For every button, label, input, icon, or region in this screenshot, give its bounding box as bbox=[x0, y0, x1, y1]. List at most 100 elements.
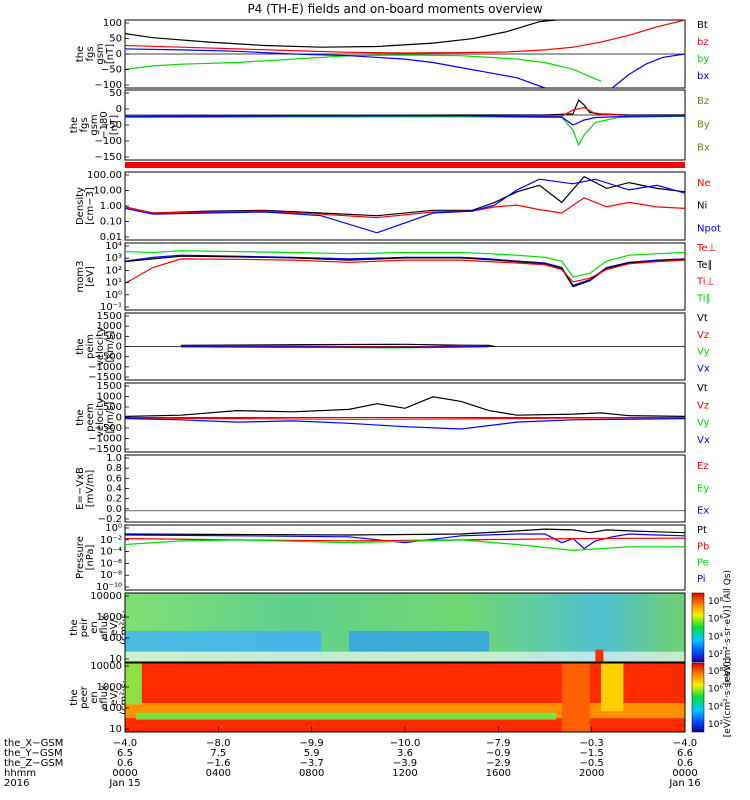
series-te bbox=[124, 254, 686, 287]
panel-1: thefgsgsm[nT] 100 50 0 −50 −100 Bt bz by bx bbox=[75, 18, 709, 91]
xaxis-row-label: the_Y−GSM bbox=[4, 748, 63, 759]
ytick-label: 10⁰ bbox=[105, 290, 122, 301]
ytick-label: 0 bbox=[116, 413, 122, 424]
ytick-label: −50 bbox=[101, 65, 122, 76]
series-pe bbox=[124, 539, 685, 552]
figure-title: P4 (TH-E) fields and on-board moments ov… bbox=[247, 2, 542, 16]
xaxis-row-label: hhmm bbox=[4, 768, 36, 779]
ytick-label: 10³ bbox=[105, 253, 122, 264]
ylabel-line: [mV/m] bbox=[85, 470, 96, 508]
ytick-label: 10000 bbox=[90, 661, 122, 672]
panel-3: Density[cm−3] 100.00 10.00 1.00 0.10 0.01 Ne Ni… bbox=[75, 170, 721, 243]
panel-ylabel: thefgsgsm[nT] bbox=[75, 43, 116, 64]
ytick-label: 0.6 bbox=[106, 473, 122, 484]
ylabel-line: peem bbox=[85, 403, 96, 431]
heatmap-band bbox=[136, 712, 557, 720]
legend-entry: Vx bbox=[697, 435, 710, 446]
series-pt bbox=[124, 528, 686, 536]
ylabel-line: en bbox=[89, 691, 100, 704]
legend-entry: Vz bbox=[697, 330, 709, 341]
xaxis-value: 0000 bbox=[672, 768, 697, 779]
legend-entry: Vt bbox=[697, 383, 708, 394]
legend-entry: Ni bbox=[697, 201, 707, 212]
panel-9: thepeirenefluxeV/(cm²·s·sr·eV)10⁸10⁶10⁴1… bbox=[69, 570, 733, 685]
panel-ylabel: thepeemvelocity[km/s] bbox=[75, 398, 116, 437]
ylabel-line: Pressure bbox=[75, 536, 86, 579]
ytick-label: 0.0 bbox=[106, 504, 122, 515]
xaxis-value: 6.5 bbox=[117, 748, 133, 759]
ytick-label: 1.00 bbox=[100, 201, 122, 212]
series-vz bbox=[124, 417, 686, 420]
xaxis-value: 0.6 bbox=[677, 758, 693, 769]
ylabel-line: the bbox=[75, 409, 86, 425]
legend-entry: Ne bbox=[697, 178, 711, 189]
ylabel-line: peer bbox=[79, 685, 90, 709]
panel-7: E=−VxB[mV/m] 1.00.80.60.40.20.0−0.2 Ez Ey Ex bbox=[75, 453, 709, 525]
series-vt bbox=[180, 343, 495, 348]
xaxis-value: −2.9 bbox=[486, 758, 510, 769]
colorbar-tick: 10⁸ bbox=[708, 667, 723, 677]
ylabel-line: eflux bbox=[99, 615, 110, 640]
xaxis-value: −3.9 bbox=[393, 758, 417, 769]
xaxis-value: Jan 15 bbox=[108, 778, 140, 789]
legend-entry: Vz bbox=[697, 400, 709, 411]
panel-2: thefgsgsm−180[nT] 50 0 −50 −100 −150 Bz By Bx bbox=[69, 88, 710, 163]
xaxis-value: 0.6 bbox=[117, 758, 133, 769]
ylabel-line: gsm bbox=[89, 114, 100, 135]
legend-entry: bz bbox=[697, 37, 709, 48]
xaxis-value: −1.5 bbox=[580, 748, 604, 759]
xaxis-value: 0800 bbox=[299, 768, 324, 779]
xaxis-value: 7.5 bbox=[210, 748, 226, 759]
legend-entry: Npot bbox=[697, 223, 721, 234]
colorbar-label: [eV/(cm²·s·sr·eV)] bbox=[723, 658, 733, 737]
xaxis-value: 1600 bbox=[486, 768, 511, 779]
ytick-label: 50 bbox=[109, 88, 122, 99]
ytick-label: −1500 bbox=[88, 372, 122, 383]
series-bt bbox=[124, 19, 557, 48]
panel-10: thepeerenefluxeV/(cm²·s·sr·eV)10⁸10⁶10⁴1… bbox=[69, 658, 733, 737]
legend-entry: bx bbox=[697, 71, 709, 82]
xaxis-value: 0000 bbox=[112, 768, 137, 779]
xaxis-value: −0.3 bbox=[580, 738, 604, 749]
ytick-label: 500 bbox=[103, 331, 122, 342]
panel-frame bbox=[124, 171, 686, 241]
colorbar-tick: 10⁶ bbox=[708, 685, 723, 695]
heatmap-band bbox=[561, 663, 590, 732]
ytick-label: 10⁻¹⁰ bbox=[96, 582, 122, 593]
ytick-label: 100 bbox=[103, 633, 122, 644]
panel-ylabel: mom3[eV] bbox=[75, 261, 96, 293]
ytick-label: 10.00 bbox=[93, 186, 122, 197]
ylabel-line: the bbox=[75, 338, 86, 354]
colorbar-tick: 10⁴ bbox=[708, 632, 723, 642]
xaxis-value: −3.7 bbox=[300, 758, 324, 769]
ylabel-line: [nPa] bbox=[85, 544, 96, 570]
ylabel-line: velocity bbox=[95, 398, 106, 437]
ytick-label: 0.2 bbox=[106, 494, 122, 505]
ylabel-line: mom3 bbox=[75, 261, 86, 293]
ytick-label: 10¹ bbox=[105, 278, 122, 289]
ylabel-line: fgs bbox=[79, 117, 90, 132]
heatmap-band bbox=[125, 663, 142, 705]
ytick-label: 0 bbox=[116, 342, 122, 353]
series-ne bbox=[124, 197, 686, 219]
panel-ylabel: E=−VxB[mV/m] bbox=[75, 467, 96, 510]
ylabel-line: [nT] bbox=[109, 115, 120, 135]
status-bar bbox=[125, 162, 685, 168]
ylabel-line: eV/ bbox=[109, 689, 120, 706]
ytick-label: 1000 bbox=[97, 612, 122, 623]
series-ti bbox=[124, 250, 686, 278]
series-te bbox=[124, 258, 686, 284]
xaxis-value: −9.9 bbox=[300, 738, 324, 749]
ytick-label: 1500 bbox=[97, 311, 122, 322]
panel-frame bbox=[124, 89, 686, 161]
ytick-label: 10⁻¹ bbox=[100, 302, 122, 313]
series-vt bbox=[124, 396, 686, 417]
ytick-label: 50 bbox=[109, 34, 122, 45]
xaxis-value: −4.0 bbox=[673, 738, 697, 749]
ytick-label: −50 bbox=[101, 120, 122, 131]
series-pi bbox=[124, 533, 686, 550]
ytick-label: 0 bbox=[116, 49, 122, 60]
ylabel-line: the bbox=[69, 117, 80, 133]
